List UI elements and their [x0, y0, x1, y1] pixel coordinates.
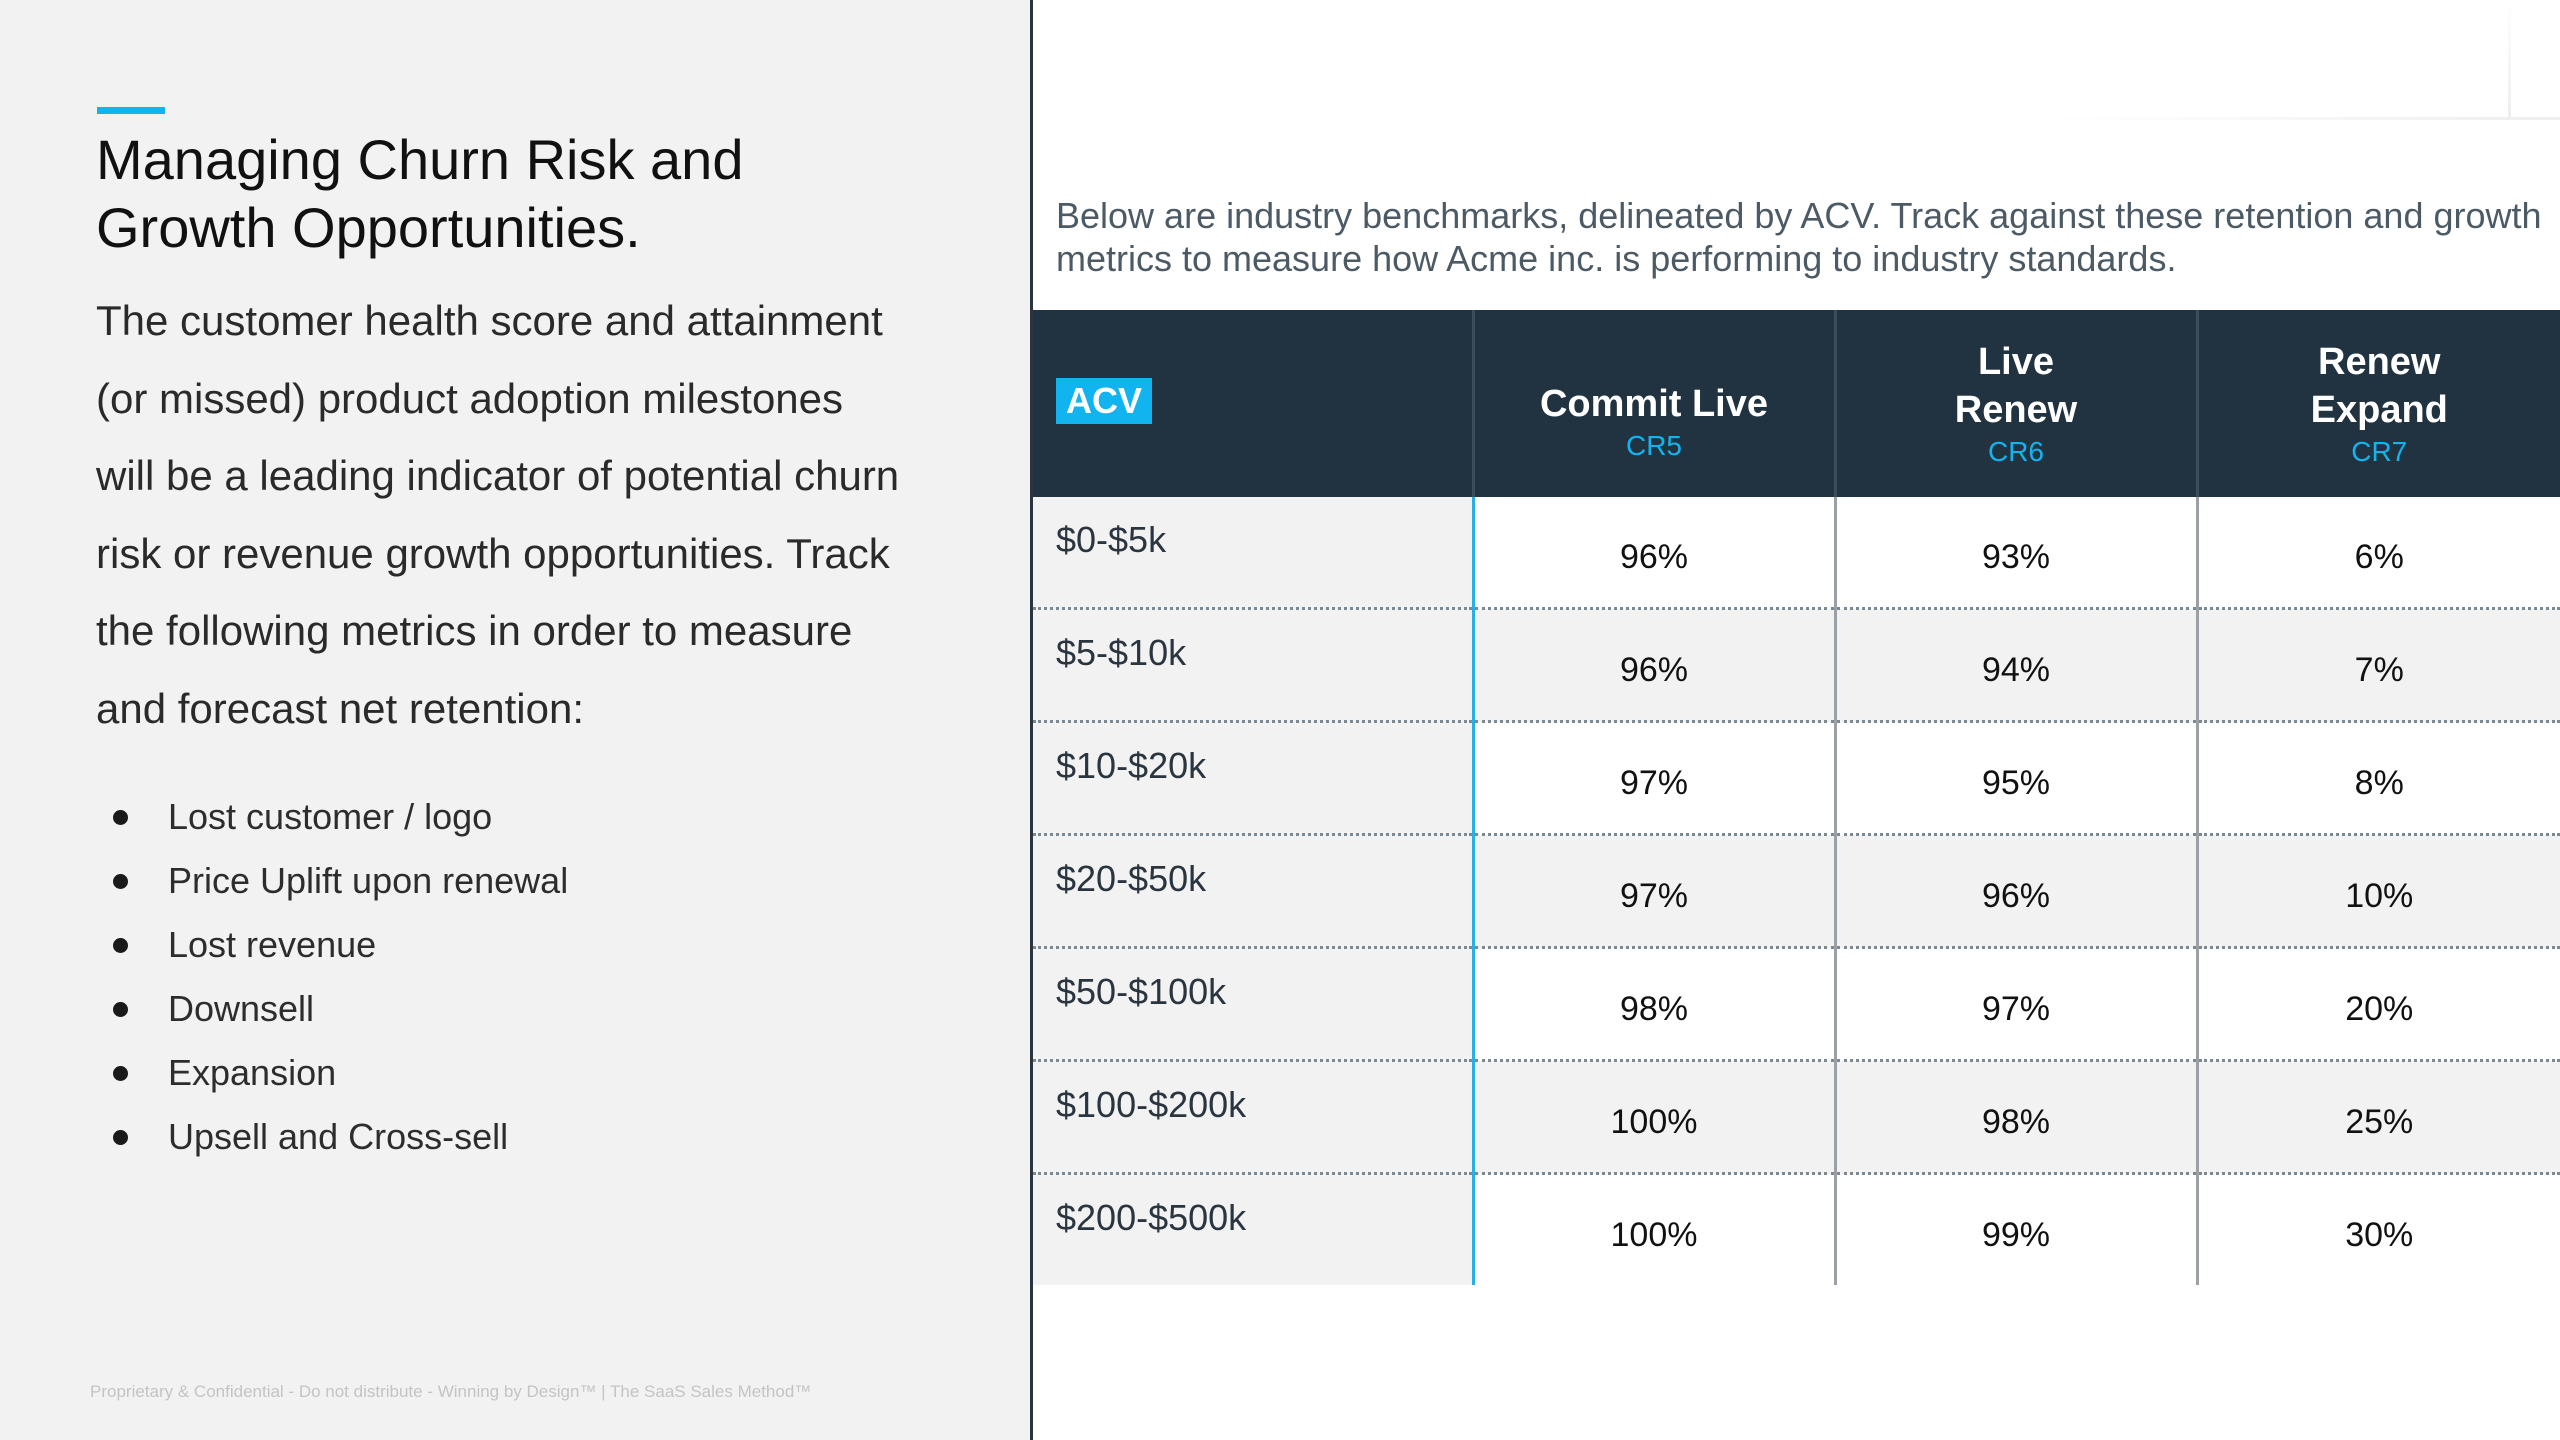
value-cell: 97%	[1473, 721, 1835, 836]
body-line: risk or revenue growth opportunities. Tr…	[96, 529, 890, 577]
bullet-item: Downsell	[110, 977, 568, 1041]
acv-range-cell: $100-$200k	[1033, 1060, 1475, 1175]
value-cell: 10%	[2195, 834, 2560, 949]
column-header-code: CR7	[2351, 435, 2408, 467]
bullet-item: Expansion	[110, 1041, 568, 1105]
body-paragraph: The customer health score and attainment…	[96, 282, 976, 747]
page-title: Managing Churn Risk and Growth Opportuni…	[96, 126, 996, 262]
title-line: Managing Churn Risk and	[96, 128, 744, 191]
table-row: $10-$20k 97% 95% 8%	[1033, 721, 2560, 836]
value-cell: 7%	[2195, 608, 2560, 723]
bullet-dot-icon	[113, 1065, 128, 1081]
bullet-item: Lost customer / logo	[110, 785, 568, 849]
title-accent-bar	[97, 107, 165, 114]
benchmark-intro: Below are industry benchmarks, delineate…	[1056, 194, 2542, 280]
decorative-line	[2050, 117, 2560, 120]
table-row: $0-$5k 96% 93% 6%	[1033, 497, 2560, 610]
acv-range-cell: $10-$20k	[1033, 721, 1475, 836]
value-cell: 96%	[1473, 497, 1835, 610]
column-header-name: Expand	[2310, 388, 2448, 431]
table-row: $5-$10k 96% 94% 7%	[1033, 608, 2560, 723]
intro-line: metrics to measure how Acme inc. is perf…	[1056, 238, 2177, 279]
value-cell: 93%	[1833, 497, 2197, 610]
bullet-dot-icon	[113, 809, 128, 825]
column-header-renew-expand: Renew Expand CR7	[2195, 310, 2560, 497]
body-line: (or missed) product adoption milestones	[96, 374, 844, 422]
bullet-label: Upsell and Cross-sell	[168, 1116, 509, 1157]
acv-range-cell: $0-$5k	[1033, 497, 1475, 610]
acv-range-cell: $20-$50k	[1033, 834, 1475, 949]
bullet-label: Price Uplift upon renewal	[168, 860, 569, 901]
value-cell: 97%	[1833, 947, 2197, 1062]
column-header-commit-live: Commit Live CR5	[1471, 310, 1835, 497]
body-line: The customer health score and attainment	[96, 297, 883, 344]
column-header-name: Renew	[1954, 388, 2078, 431]
value-cell: 97%	[1473, 834, 1835, 949]
acv-range-cell: $5-$10k	[1033, 608, 1475, 723]
column-header-name: Live	[1977, 340, 2055, 383]
bullet-item: Price Uplift upon renewal	[110, 849, 568, 913]
table-row: $20-$50k 97% 96% 10%	[1033, 834, 2560, 949]
table-row: $100-$200k 100% 98% 25%	[1033, 1060, 2560, 1175]
value-cell: 98%	[1833, 1060, 2197, 1175]
body-line: and forecast net retention:	[96, 684, 584, 732]
benchmark-table: ACV Commit Live CR5 Live Renew CR6 Renew…	[1033, 310, 2560, 1285]
body-line: will be a leading indicator of potential…	[96, 452, 900, 499]
table-row: $200-$500k 100% 99% 30%	[1033, 1173, 2560, 1285]
value-cell: 98%	[1473, 947, 1835, 1062]
table-header-row: ACV Commit Live CR5 Live Renew CR6 Renew…	[1033, 310, 2560, 497]
bullet-label: Expansion	[168, 1052, 337, 1093]
table-row: $50-$100k 98% 97% 20%	[1033, 947, 2560, 1062]
intro-line: Below are industry benchmarks, delineate…	[1056, 195, 2542, 236]
acv-range-cell: $200-$500k	[1033, 1173, 1475, 1285]
left-panel	[0, 0, 1030, 1440]
column-header-code: CR5	[1625, 429, 1682, 461]
bullet-dot-icon	[113, 873, 128, 889]
value-cell: 30%	[2195, 1173, 2560, 1285]
bullet-label: Lost revenue	[168, 924, 377, 965]
bullet-label: Lost customer / logo	[168, 796, 493, 837]
acv-badge: ACV	[1056, 378, 1153, 424]
value-cell: 25%	[2195, 1060, 2560, 1175]
bullet-item: Lost revenue	[110, 913, 568, 977]
footer-confidential: Proprietary & Confidential - Do not dist…	[90, 1382, 812, 1401]
metrics-bullet-list: Lost customer / logo Price Uplift upon r…	[110, 785, 568, 1169]
bullet-item: Upsell and Cross-sell	[110, 1105, 568, 1169]
acv-header: ACV	[1033, 310, 1473, 497]
value-cell: 96%	[1833, 834, 2197, 949]
bullet-dot-icon	[113, 937, 128, 953]
value-cell: 100%	[1473, 1173, 1835, 1285]
value-cell: 99%	[1833, 1173, 2197, 1285]
value-cell: 96%	[1473, 608, 1835, 723]
value-cell: 95%	[1833, 721, 2197, 836]
value-cell: 6%	[2195, 497, 2560, 610]
title-line: Growth Opportunities.	[96, 196, 641, 259]
column-header-live-renew: Live Renew CR6	[1833, 310, 2197, 497]
bullet-label: Downsell	[168, 988, 315, 1029]
body-line: the following metrics in order to measur…	[96, 607, 853, 654]
value-cell: 8%	[2195, 721, 2560, 836]
acv-range-cell: $50-$100k	[1033, 947, 1475, 1062]
column-header-code: CR6	[1987, 435, 2044, 467]
decorative-line	[2508, 0, 2511, 118]
bullet-dot-icon	[113, 1129, 128, 1145]
value-cell: 20%	[2195, 947, 2560, 1062]
value-cell: 100%	[1473, 1060, 1835, 1175]
column-header-name: Renew	[2318, 340, 2441, 383]
panel-divider	[1030, 0, 1033, 1440]
column-header-name: Commit Live	[1539, 382, 1769, 425]
bullet-dot-icon	[113, 1001, 128, 1017]
value-cell: 94%	[1833, 608, 2197, 723]
